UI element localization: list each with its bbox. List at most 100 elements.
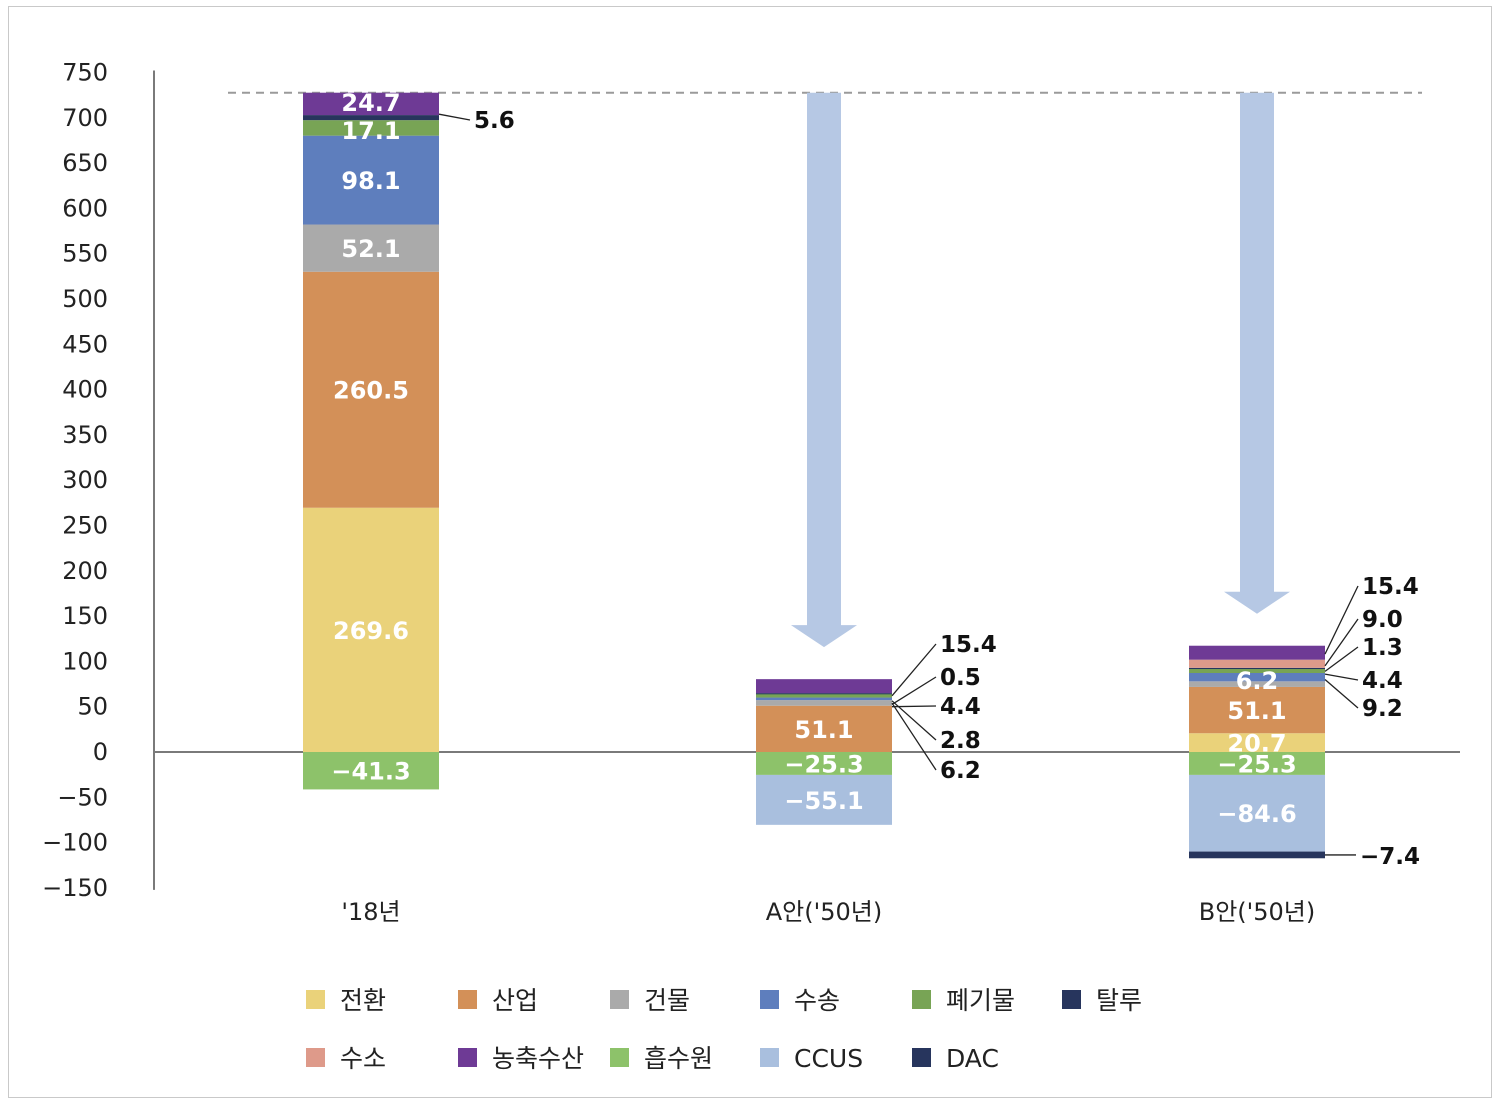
legend-swatch (458, 1048, 477, 1067)
data-label: 9.2 (1362, 696, 1403, 722)
data-label: −7.4 (1360, 844, 1420, 870)
y-tick-label: −150 (42, 874, 108, 902)
data-label: 9.0 (1362, 607, 1403, 633)
y-tick-label: 550 (62, 240, 108, 268)
legend-label: 흡수원 (644, 1044, 713, 1073)
bar-segment (303, 752, 439, 790)
data-label: 98.1 (341, 167, 400, 195)
data-label: 20.7 (1227, 730, 1286, 758)
legend-swatch (610, 990, 629, 1009)
y-tick-label: −100 (42, 829, 108, 857)
legend-label: 농축수산 (492, 1044, 584, 1073)
y-tick-label: 400 (62, 376, 108, 404)
data-label: 4.4 (1362, 668, 1403, 694)
data-labels: 269.6 260.5 52.1 98.1 −41.3 24.717.1 5.6 51.1 −2… (331, 89, 1420, 870)
data-label: −84.6 (1217, 800, 1296, 828)
y-tick-label: 700 (62, 104, 108, 132)
label-leader-line (891, 643, 937, 697)
bar-segment (303, 271, 439, 508)
label-leader-line (891, 702, 937, 771)
data-label: 5.6 (474, 108, 515, 134)
category-label: A안('50년) (766, 898, 882, 926)
y-tick-label: 300 (62, 466, 108, 494)
data-label: 269.6 (333, 617, 409, 645)
bar-segment (756, 752, 892, 775)
data-label: 52.1 (341, 235, 400, 263)
label-leader-line (1324, 673, 1359, 681)
legend-label: DAC (946, 1044, 999, 1073)
label-leader-line (1324, 646, 1359, 672)
legend-swatch (306, 990, 325, 1009)
bar-segment (1189, 686, 1325, 734)
reduction-arrows (791, 92, 1290, 648)
y-tick-label: 650 (62, 149, 108, 177)
reduction-arrow (1224, 92, 1290, 614)
data-label: 15.4 (940, 632, 997, 658)
legend-label: 전환 (340, 986, 386, 1015)
label-leader-line (438, 113, 471, 121)
bar-segment (303, 92, 439, 116)
bar-segment (1189, 667, 1325, 670)
y-tick-label: 500 (62, 285, 108, 313)
legend-swatch (458, 990, 477, 1009)
bar-segment (1189, 733, 1325, 752)
bar-segment (756, 693, 892, 698)
reduction-arrow (791, 92, 857, 648)
bar-segment (1189, 681, 1325, 687)
data-label: 6.2 (940, 758, 981, 784)
legend-swatch (306, 1048, 325, 1067)
bar-segment (303, 135, 439, 225)
data-label: 0.5 (940, 665, 981, 691)
legend-label: 폐기물 (946, 986, 1015, 1015)
label-leader-line (1324, 679, 1359, 709)
legend-swatch (760, 990, 779, 1009)
legend-swatch (610, 1048, 629, 1067)
y-tick-label: 50 (77, 693, 108, 721)
category-label: '18년 (341, 898, 400, 926)
data-label: 17.1 (341, 117, 400, 145)
legend-label: 수소 (340, 1044, 386, 1073)
data-label: 51.1 (1227, 697, 1286, 725)
bar-segment (1189, 645, 1325, 660)
bar-segment (756, 700, 892, 706)
legend-swatch (912, 1048, 931, 1067)
legend-label: 수송 (794, 986, 840, 1015)
legend-label: 건물 (644, 986, 690, 1015)
data-label: −25.3 (1217, 750, 1296, 778)
legend-swatch (1062, 990, 1081, 1009)
y-tick-label: 450 (62, 330, 108, 358)
y-tick-label: 350 (62, 421, 108, 449)
bar-segment (303, 120, 439, 136)
bar-segment (1189, 669, 1325, 673)
bar-segment (1189, 774, 1325, 852)
bar-segment (1189, 851, 1325, 859)
data-label: 260.5 (333, 377, 409, 405)
bar-segment (303, 115, 439, 121)
data-label: 6.2 (1236, 667, 1279, 695)
y-tick-label: 150 (62, 602, 108, 630)
legend-label: CCUS (794, 1044, 863, 1073)
legend-label: 산업 (492, 986, 538, 1015)
bar-segment (1189, 672, 1325, 682)
data-label: 24.7 (341, 89, 400, 117)
y-tick-label: 0 (93, 738, 108, 766)
label-leader-line (1324, 618, 1359, 667)
legend-swatch (912, 990, 931, 1009)
y-tick-label: −50 (57, 783, 108, 811)
bar-segment (756, 774, 892, 825)
data-label: 15.4 (1362, 574, 1419, 600)
label-leader-line (1324, 585, 1359, 655)
data-label: 51.1 (794, 716, 853, 744)
bar-segment (1189, 659, 1325, 668)
bars (303, 92, 1325, 859)
bar-segment (756, 705, 892, 752)
data-label: −41.3 (331, 758, 410, 786)
bar-segment (303, 507, 439, 752)
label-leader-line (891, 676, 937, 705)
label-leader-line (891, 700, 937, 741)
category-label: B안('50년) (1199, 898, 1316, 926)
data-label: 4.4 (940, 694, 981, 720)
legend-label: 탈루 (1096, 986, 1142, 1015)
